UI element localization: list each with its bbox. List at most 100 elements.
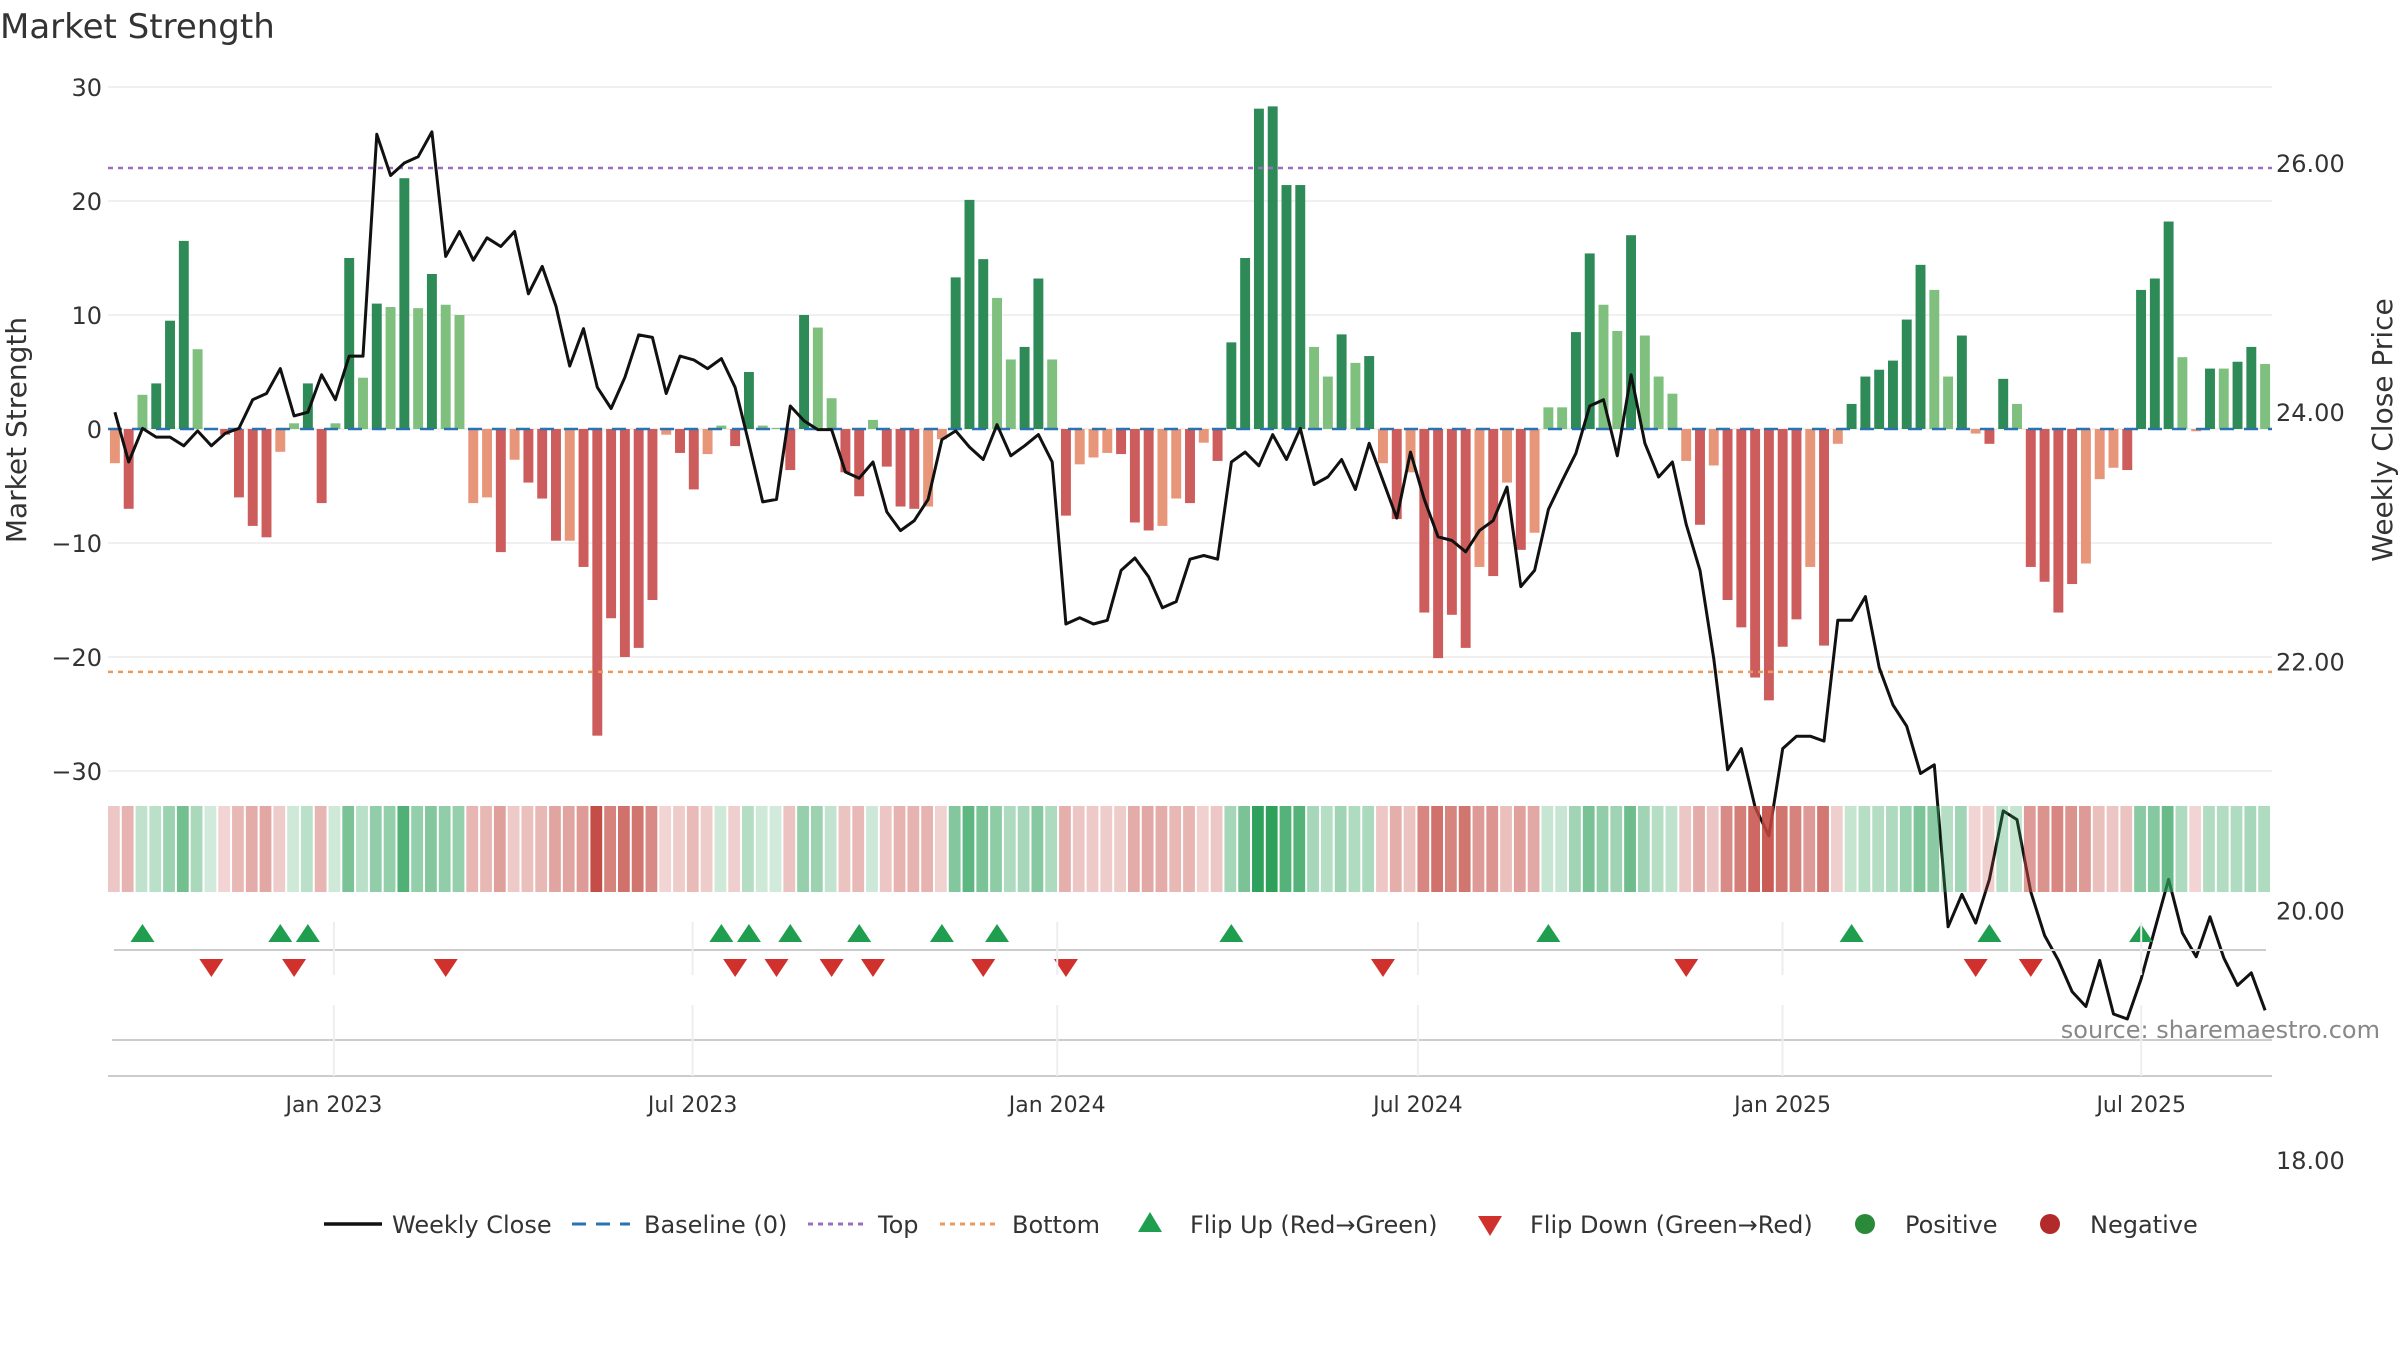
heat-cell xyxy=(562,806,575,892)
heat-cell xyxy=(438,806,451,892)
heat-cell xyxy=(686,806,699,892)
date-tick-label: Jul 2025 xyxy=(2094,1093,2186,1118)
date-tick-label: Jan 2024 xyxy=(1007,1093,1106,1118)
strength-bar xyxy=(1874,369,1885,429)
strength-bar xyxy=(495,429,506,553)
heat-cell xyxy=(714,806,727,892)
heat-cell xyxy=(1031,806,1044,892)
strength-bar xyxy=(550,429,561,541)
heat-cell xyxy=(1403,806,1416,892)
heat-cell xyxy=(1086,806,1099,892)
legend-swatch-negative xyxy=(2040,1214,2060,1234)
legend-label: Bottom xyxy=(1012,1211,1100,1239)
legend-label: Flip Up (Red→Green) xyxy=(1190,1211,1438,1239)
date-tick-label: Jul 2023 xyxy=(646,1093,738,1118)
strength-bar xyxy=(1984,429,1995,444)
heat-cell xyxy=(245,806,258,892)
heat-cell xyxy=(1334,806,1347,892)
axis-ticks: 30 20 10 0 −10 −20 −30 26.00 24.00 22.00 20.00 18.0… xyxy=(51,74,2344,1175)
heat-cell xyxy=(1775,806,1788,892)
strength-bar xyxy=(743,372,754,429)
heat-cell xyxy=(810,806,823,892)
heat-cell xyxy=(2216,806,2229,892)
strength-bar xyxy=(1915,264,1926,429)
heat-cell xyxy=(1941,806,1953,892)
strength-bar xyxy=(1129,429,1140,523)
strength-bar xyxy=(1474,429,1485,567)
flip-down-marker xyxy=(971,959,996,977)
heat-cell xyxy=(1541,806,1554,892)
strength-bar xyxy=(1887,360,1898,429)
heat-cell xyxy=(1320,806,1333,892)
heat-cell xyxy=(163,806,175,892)
heat-cell xyxy=(976,806,989,892)
strength-bar xyxy=(1198,429,1209,443)
heat-cell xyxy=(2023,806,2036,892)
heat-cell xyxy=(466,806,479,892)
flip-markers-panel xyxy=(114,922,2266,977)
strength-bar xyxy=(633,429,644,648)
strength-bar xyxy=(909,429,920,509)
heat-cell xyxy=(1748,806,1761,892)
flip-down-marker xyxy=(723,959,748,977)
heat-cell xyxy=(108,806,120,892)
heat-cell xyxy=(480,806,492,892)
heat-cell xyxy=(866,806,878,892)
strength-bar xyxy=(1322,376,1333,429)
strength-bar xyxy=(1253,108,1264,429)
strength-bar xyxy=(812,327,823,429)
strength-bar xyxy=(757,425,768,429)
strength-bar xyxy=(509,429,520,460)
flip-up-marker xyxy=(1536,924,1561,942)
left-tick-label: −20 xyxy=(51,644,102,672)
heat-cell xyxy=(962,806,975,892)
heat-cell xyxy=(521,806,534,892)
heat-cell xyxy=(1637,806,1650,892)
heat-cell xyxy=(631,806,644,892)
strength-bar xyxy=(178,240,189,429)
heat-cell xyxy=(1293,806,1306,892)
heat-cell xyxy=(1886,806,1898,892)
flip-down-marker xyxy=(1053,959,1078,977)
heat-cell xyxy=(2203,806,2215,892)
strength-bar xyxy=(854,429,865,497)
heat-cell xyxy=(135,806,148,892)
left-tick-label: −30 xyxy=(51,758,102,786)
strength-bar xyxy=(647,429,658,600)
heat-cell xyxy=(1210,806,1223,892)
heat-cell xyxy=(328,806,341,892)
strength-bar xyxy=(1116,429,1127,455)
strength-bar xyxy=(1185,429,1195,504)
heat-cell xyxy=(1431,806,1443,892)
strength-bar xyxy=(2053,429,2064,613)
strength-bar xyxy=(1267,106,1278,429)
strength-bar xyxy=(1212,429,1223,461)
strength-bar xyxy=(1446,429,1457,615)
heat-cell xyxy=(1679,806,1692,892)
heat-cell xyxy=(1196,806,1209,892)
strength-bar xyxy=(233,429,244,498)
heat-cell xyxy=(1500,806,1512,892)
heat-cell xyxy=(1858,806,1871,892)
heat-cell xyxy=(893,806,906,892)
flip-up-marker xyxy=(130,924,155,942)
reference-lines xyxy=(108,166,2272,674)
strength-bar xyxy=(1060,429,1071,516)
heat-cell xyxy=(1720,806,1733,892)
strength-bar xyxy=(978,259,989,429)
legend-label: Negative xyxy=(2090,1211,2198,1239)
heat-cell xyxy=(1706,806,1719,892)
strength-bar xyxy=(385,307,396,429)
strength-bar xyxy=(1667,393,1678,429)
heat-cell xyxy=(1803,806,1816,892)
heat-cell xyxy=(990,806,1002,892)
strength-bar xyxy=(2039,429,2050,582)
legend-swatch-positive xyxy=(1855,1214,1875,1234)
strength-bar xyxy=(1529,429,1540,533)
strength-bar xyxy=(578,429,589,567)
strength-bar xyxy=(2177,357,2188,429)
legend-swatch-flip-up xyxy=(1138,1212,1162,1232)
heat-cell xyxy=(797,806,809,892)
heat-cell xyxy=(2244,806,2257,892)
heat-cell xyxy=(1348,806,1361,892)
